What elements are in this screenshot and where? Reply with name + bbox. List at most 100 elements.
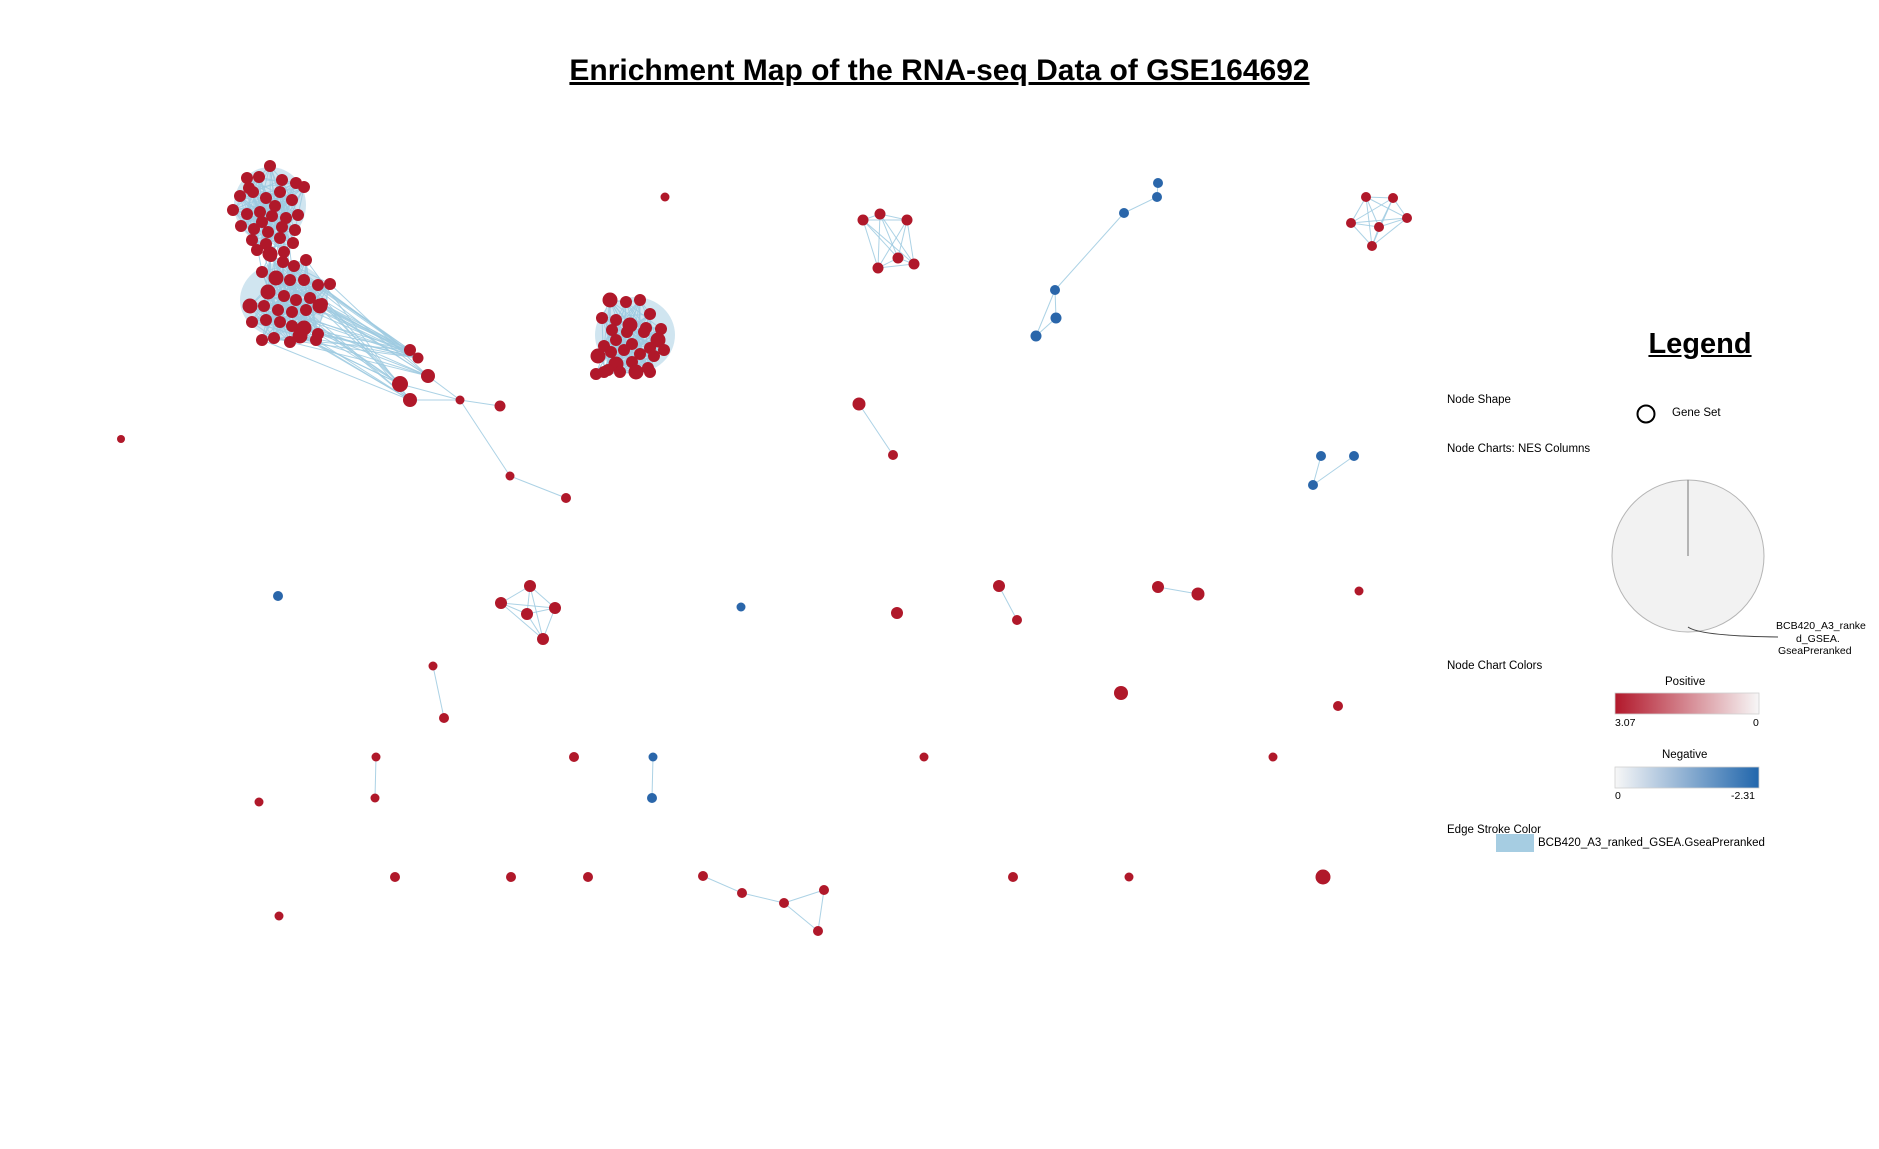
legend-title: Legend [1648,328,1752,360]
network-edge [399,383,461,401]
gene-set-node-positive [638,326,650,338]
edges-layer [232,165,1408,932]
gene-set-node-positive [1361,192,1371,202]
gene-set-node-positive [1315,869,1331,885]
pie-label-leader [1687,626,1779,638]
network-edge [879,213,915,265]
network-edge [294,186,305,231]
gene-set-node-positive [569,752,579,762]
gene-set-node-positive [524,580,536,592]
gene-set-node-positive [256,334,268,346]
network-edge [1350,222,1373,247]
gene-set-node-positive [506,872,516,882]
gene-set-node-positive [658,344,670,356]
gene-set-node-positive [280,212,292,224]
gene-set-node-positive [852,397,866,411]
gene-set-node-positive [286,194,298,206]
network-edge [783,902,819,932]
gene-set-node-positive [872,262,884,274]
network-edge [459,399,501,407]
gene-set-node-negative [1349,451,1359,461]
negative-scale-max: -2.31 [1731,790,1755,802]
gene-set-node-positive [288,260,300,272]
gene-set-node-positive [549,602,561,614]
network-edge [1365,196,1380,228]
node-shape-label: Node Shape [1447,394,1511,406]
gene-set-node-positive [258,300,270,312]
gene-set-node-negative [1050,312,1062,324]
gene-set-node-positive [590,348,606,364]
network-edge [1350,217,1408,224]
gene-set-node-positive [1191,587,1205,601]
gene-set-node-positive [521,608,533,620]
negative-scale-label: Negative [1662,749,1708,761]
network-edge [432,665,445,719]
network-edge [1035,289,1056,337]
gene-set-node-positive [274,316,286,328]
network-edge [509,475,567,499]
gene-set-node-positive [241,172,253,184]
gene-set-node-positive [278,290,290,302]
gene-set-node-positive [505,471,515,481]
gene-set-node-positive [605,346,617,358]
gene-set-node-positive [274,232,286,244]
network-edge [611,328,662,331]
gene-set-node-positive [650,332,666,348]
network-edge [291,325,411,351]
network-edge [702,875,743,894]
gene-set-node-positive [284,336,296,348]
gene-set-node-positive [583,872,593,882]
gene-set-node-positive [248,223,260,235]
network-edge [1312,455,1355,486]
gene-set-node-positive [234,190,246,202]
gene-set-node-positive [269,200,281,212]
negative-scale-min: 0 [1615,790,1621,802]
gene-set-node-positive [1354,586,1364,596]
gene-set-node-positive [648,350,660,362]
gene-set-node-positive [455,395,465,405]
gene-set-node-positive [537,633,549,645]
gene-set-node-positive [919,752,929,762]
gene-set-node-positive [602,292,618,308]
gene-set-node-positive [227,204,239,216]
gene-set-node-positive [292,209,304,221]
gene-set-node-positive [412,352,424,364]
gene-set-node-positive [779,898,789,908]
network-edge [858,403,894,456]
gene-set-node-positive [1346,218,1356,228]
network-edge [329,283,429,377]
network-edge [251,321,429,377]
network-edge [879,213,899,259]
network-edge [877,219,908,269]
gene-set-node-positive [698,871,708,881]
gene-set-node-positive [628,364,644,380]
gene-set-node-positive [253,171,265,183]
network-edge [500,602,544,640]
gene-set-node-positive [819,885,829,895]
network-edge [261,339,411,401]
gene-set-node-positive [908,258,920,270]
network-edge [1312,455,1322,486]
gene-set-node-positive [304,292,316,304]
network-edge [625,301,662,330]
gene-set-node-positive [590,368,602,380]
network-edge [319,305,411,351]
gene-set-node-positive [660,192,670,202]
gene-set-node-positive [644,366,656,378]
network-edge [862,219,899,259]
gene-set-node-positive [284,274,296,286]
gene-set-node-positive [891,607,903,619]
network-edge [315,339,411,401]
gene-set-node-positive [618,344,630,356]
network-edge [877,263,915,269]
gene-set-node-negative [648,752,658,762]
gene-set-node-positive [241,208,253,220]
map-title: Enrichment Map of the RNA-seq Data of GS… [569,54,1310,87]
gene-set-node-positive [256,216,268,228]
gene-set-node-positive [251,244,263,256]
gene-set-node-positive [262,246,278,262]
network-edge [1371,217,1408,247]
gene-set-node-positive [286,306,298,318]
network-edge [289,341,429,377]
gene-set-node-positive [254,206,266,218]
